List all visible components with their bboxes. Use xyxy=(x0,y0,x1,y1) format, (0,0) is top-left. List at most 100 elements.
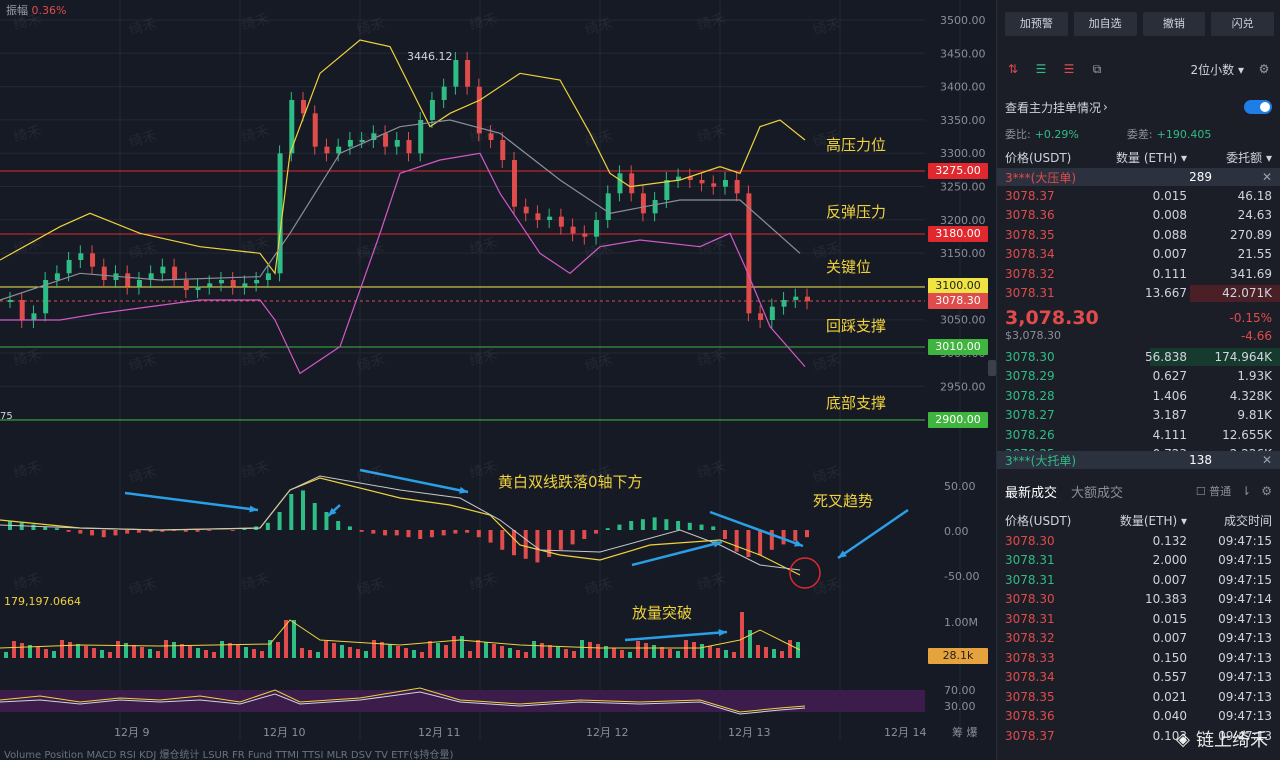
macd-histogram-bar xyxy=(758,530,763,556)
ask-total: 24.63 xyxy=(1237,208,1272,223)
volume-bar xyxy=(708,646,712,658)
price-axis-label: 3450.00 xyxy=(940,47,986,60)
bid-price: 3078.28 xyxy=(1005,388,1055,403)
candle-body xyxy=(640,193,646,214)
macd-histogram-bar xyxy=(101,530,106,538)
ask-price: 3078.31 xyxy=(1005,286,1055,301)
ask-row[interactable]: 3078.34 0.007 21.55 xyxy=(997,245,1280,265)
trade-time: 09:47:15 xyxy=(1218,553,1272,568)
normal-checkbox[interactable]: ☐ 普通 xyxy=(1195,485,1232,498)
rsi-axis-label: 30.00 xyxy=(944,700,976,713)
cancel-order-button[interactable]: 撤销 xyxy=(1142,12,1206,36)
macd-axis-label: 0.00 xyxy=(944,525,969,538)
ask-row[interactable]: 3078.37 0.015 46.18 xyxy=(997,186,1280,206)
bid-wall-label: 3***(大托单) xyxy=(1005,453,1076,468)
candle-body xyxy=(558,216,564,227)
ask-row[interactable]: 3078.31 13.667 42.071K xyxy=(997,284,1280,304)
bid-row[interactable]: 3078.29 0.627 1.93K xyxy=(997,367,1280,387)
volume-bar xyxy=(212,652,216,658)
trade-col-qty[interactable]: 数量(ETH) ▾ xyxy=(1119,513,1187,528)
macd-histogram-bar xyxy=(652,517,657,530)
bid-row[interactable]: 3078.30 56.838 174.964K xyxy=(997,347,1280,367)
macd-histogram-bar xyxy=(711,526,716,530)
candle-body xyxy=(301,100,307,114)
date-axis-label: 12月 13 xyxy=(728,726,771,739)
macd-histogram-bar xyxy=(383,530,388,536)
popout-icon[interactable]: ⧉ xyxy=(1092,62,1102,76)
volume-bar xyxy=(692,642,696,658)
macd-histogram-bar xyxy=(547,530,552,557)
macd-histogram-bar xyxy=(722,530,727,539)
volume-bar xyxy=(324,641,328,658)
watermark-text-small: 绮禾 xyxy=(468,571,499,594)
watermark-text-small: 绮禾 xyxy=(811,576,842,599)
volume-bar xyxy=(276,642,280,658)
settings-gear-icon[interactable]: ⚙ xyxy=(1258,62,1270,76)
price-axis-label: 3250.00 xyxy=(940,181,986,194)
candle-body xyxy=(172,266,178,280)
watermark-text-small: 绮禾 xyxy=(696,11,727,34)
candle-body xyxy=(312,113,318,147)
macd-histogram-bar xyxy=(265,522,270,530)
volume-bar xyxy=(428,641,432,658)
candle-body xyxy=(66,260,72,274)
tab-latest-trades[interactable]: 最新成交 xyxy=(1005,485,1058,501)
change-pct: -0.15% xyxy=(1229,311,1272,325)
bid-row[interactable]: 3078.27 3.187 9.81K xyxy=(997,406,1280,426)
volume-bar xyxy=(524,652,528,658)
volume-bar xyxy=(60,640,64,658)
arrow-macd-5-head xyxy=(713,540,722,548)
candle-body xyxy=(758,313,764,320)
bid-row[interactable]: 3078.250.7232.226K xyxy=(997,445,1280,451)
filter-icon[interactable]: ⇂ xyxy=(1241,484,1252,498)
candle-body xyxy=(687,176,693,180)
volume-bar xyxy=(260,651,264,658)
watermark-text-small: 绮禾 xyxy=(468,459,499,482)
candle-body xyxy=(406,140,412,154)
bid-price: 3078.25 xyxy=(1005,447,1091,451)
watermark-text-small: 绮禾 xyxy=(811,128,842,151)
ask-row[interactable]: 3078.36 0.008 24.63 xyxy=(997,206,1280,226)
main-order-label[interactable]: 查看主力挂单情况 xyxy=(1005,100,1102,115)
macd-histogram-bar xyxy=(535,530,540,563)
ask-row[interactable]: 3078.35 0.088 270.89 xyxy=(997,225,1280,245)
asks-only-icon[interactable]: ☰ xyxy=(1063,62,1075,76)
diff-label: 委差: xyxy=(1126,128,1153,141)
close-icon[interactable]: ✕ xyxy=(1261,170,1272,184)
candle-body xyxy=(441,86,447,100)
macd-histogram-bar xyxy=(90,530,95,536)
bid-wall-row[interactable]: 3***(大托单) 138 ✕ xyxy=(997,451,1280,469)
candlestick-chart[interactable]: 3500.00 3450.00 3400.00 3350.00 3300.00 3250.… xyxy=(0,0,992,760)
chart-area[interactable]: 3500.00 3450.00 3400.00 3350.00 3300.00 3250.… xyxy=(0,0,992,760)
trade-qty: 0.015 xyxy=(1152,611,1187,626)
ask-row[interactable]: 3078.32 0.111 341.69 xyxy=(997,264,1280,284)
watermark-text-small: 绮禾 xyxy=(583,128,614,151)
trade-qty: 0.150 xyxy=(1152,650,1187,665)
settings-gear-icon[interactable]: ⚙ xyxy=(1261,484,1272,498)
tab-large-trades[interactable]: 大额成交 xyxy=(1071,485,1124,501)
ratio-row: 委比: +0.29% 委差: +190.405 xyxy=(997,122,1280,146)
bid-row[interactable]: 3078.28 1.406 4.328K xyxy=(997,386,1280,406)
candle-body xyxy=(218,280,224,284)
add-alert-button[interactable]: 加预警 xyxy=(1005,12,1068,36)
close-icon[interactable]: ✕ xyxy=(1261,453,1272,467)
main-order-toggle[interactable] xyxy=(1244,100,1272,114)
bids-only-icon[interactable]: ☰ xyxy=(1035,62,1047,76)
both-sides-icon[interactable]: ⇅ xyxy=(1007,62,1019,76)
volume-bar xyxy=(52,651,56,658)
volume-bar xyxy=(508,648,512,658)
decimals-select[interactable]: 2位小数 ▾ xyxy=(1190,62,1244,77)
trade-row: 3078.31 0.015 09:47:13 xyxy=(997,609,1280,629)
candle-body xyxy=(476,86,482,134)
bid-row[interactable]: 3078.26 4.111 12.655K xyxy=(997,425,1280,445)
bid-wall-qty: 138 xyxy=(1189,453,1212,467)
ask-wall-row[interactable]: 3***(大压单) 289 ✕ xyxy=(997,168,1280,186)
col-qty[interactable]: 数量 (ETH) ▾ xyxy=(1116,150,1187,165)
add-watchlist-button[interactable]: 加自选 xyxy=(1073,12,1137,36)
panel-splitter[interactable] xyxy=(988,360,996,376)
ask-qty: 0.015 xyxy=(1152,188,1187,203)
col-total[interactable]: 委托额 ▾ xyxy=(1226,150,1272,165)
flash-swap-button[interactable]: 闪兑 xyxy=(1211,12,1274,36)
volume-bar xyxy=(564,649,568,658)
candle-body xyxy=(78,253,84,260)
